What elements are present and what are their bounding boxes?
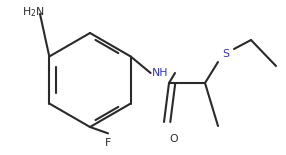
Text: S: S [223, 49, 229, 59]
Text: H$_2$N: H$_2$N [22, 5, 45, 19]
Text: NH: NH [152, 68, 168, 78]
Text: F: F [105, 138, 111, 148]
Text: O: O [170, 134, 178, 144]
